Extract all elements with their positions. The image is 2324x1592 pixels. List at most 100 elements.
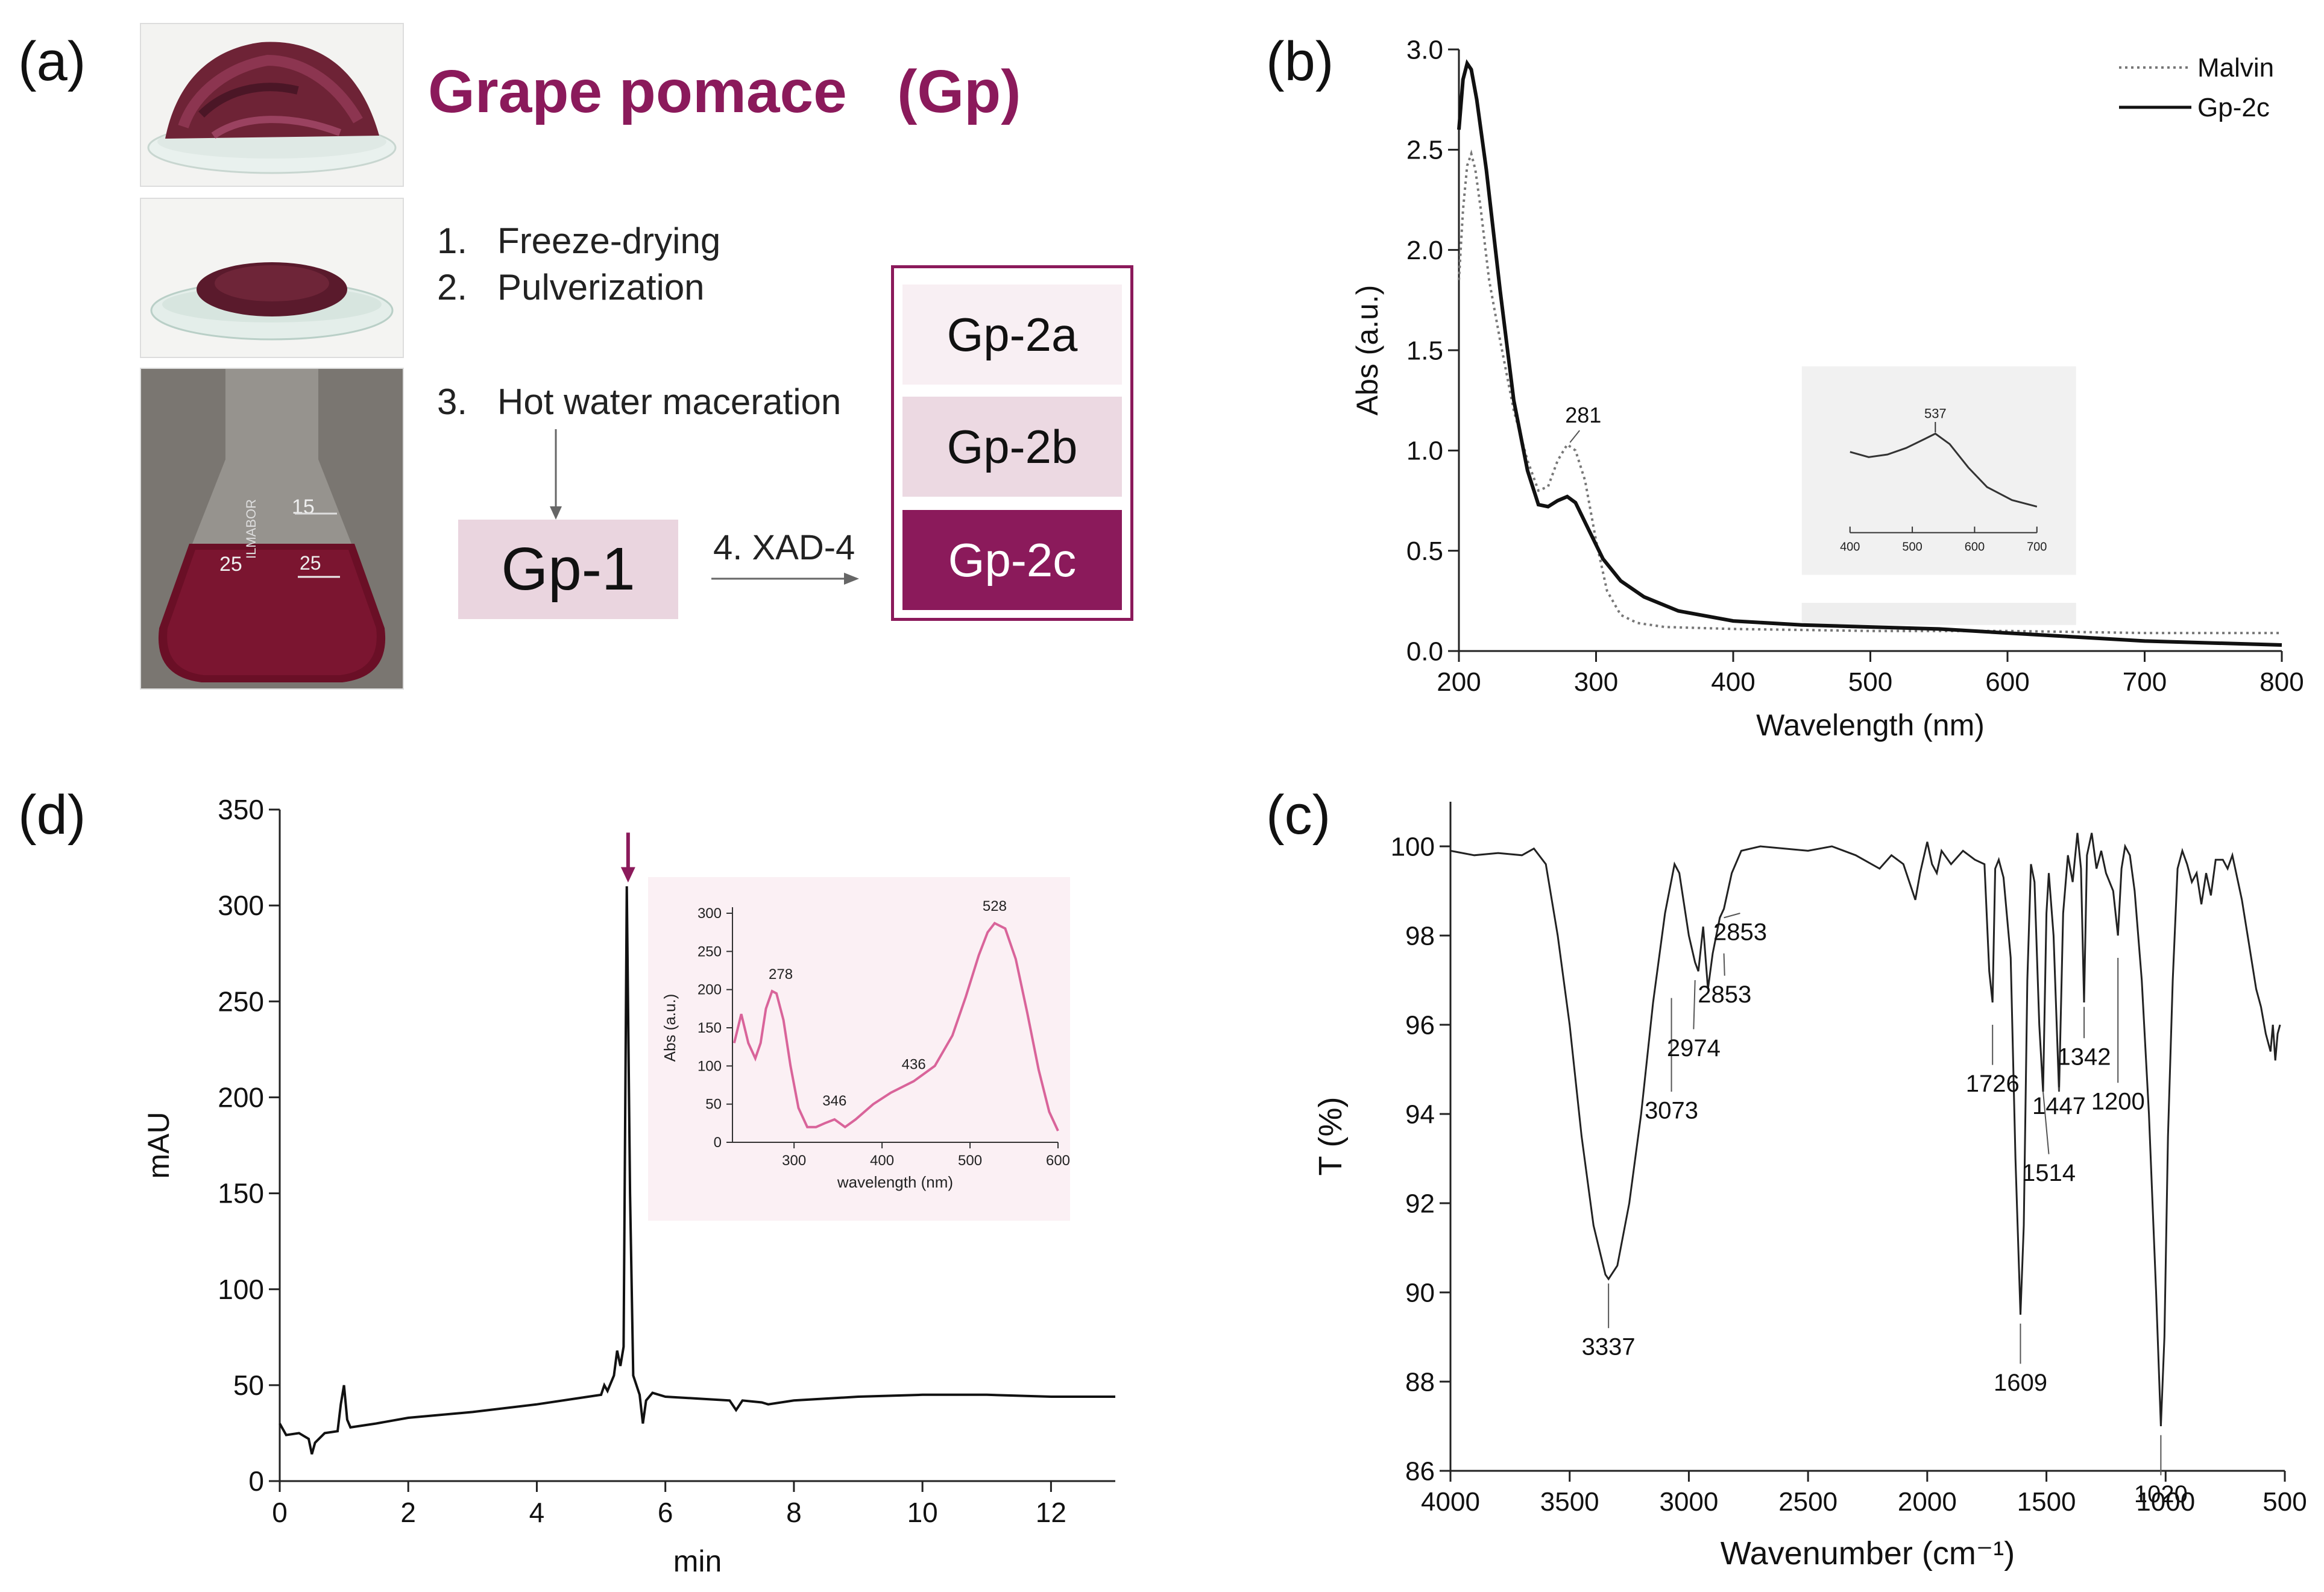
uv-inset-peak-label: 537 — [1924, 406, 1947, 421]
x-tick-label: 800 — [2259, 667, 2304, 697]
hplc-inset-y-tick-label: 0 — [714, 1134, 722, 1151]
y-tick-label: 1.5 — [1406, 336, 1443, 365]
panel-a-arrows — [550, 429, 859, 585]
flask-brand: ILMABOR — [244, 499, 259, 559]
hplc-inset-series — [732, 921, 1059, 1131]
fraction-gp2a: Gp-2a — [902, 285, 1122, 385]
uv-inset-x-tick-label: 500 — [1902, 541, 1922, 554]
fraction-gp2b-label: Gp-2b — [946, 420, 1078, 473]
x-tick-label: 700 — [2123, 667, 2167, 697]
x-tick-label: 4000 — [1421, 1487, 1480, 1517]
hplc-inset-y-tick-label: 100 — [698, 1058, 722, 1074]
y-tick-label: 0 — [248, 1465, 264, 1497]
x-tick-label: 500 — [2263, 1487, 2307, 1517]
malvin-series-line — [1458, 149, 2282, 635]
y-tick-label: 88 — [1405, 1367, 1435, 1397]
step-freeze-drying: 1. Freeze-drying — [437, 221, 721, 261]
uv-inset-series — [1850, 432, 2038, 508]
y-axis-label: T (%) — [1312, 1097, 1349, 1176]
x-tick-label: 2000 — [1898, 1487, 1957, 1517]
y-tick-label: 250 — [218, 986, 264, 1017]
hplc-inset-background — [648, 877, 1070, 1221]
y-tick-label: 3.0 — [1406, 35, 1443, 64]
x-axis-label: Wavelength (nm) — [1756, 708, 1985, 742]
y-tick-label: 2.5 — [1406, 136, 1443, 165]
uv-inset-x-tick-label: 600 — [1965, 541, 1985, 554]
panel-a-letter: (a) — [18, 31, 86, 92]
x-tick-label: 4 — [529, 1497, 545, 1528]
x-tick-label: 300 — [1574, 667, 1618, 697]
grape-pomace-title: Grape pomace (Gp) — [428, 58, 1021, 125]
fraction-gp2b: Gp-2b — [902, 397, 1122, 497]
ftir-peak-label: 1447 — [2032, 1093, 2086, 1119]
y-tick-label: 96 — [1405, 1010, 1435, 1040]
x-axis-label: min — [673, 1544, 722, 1578]
x-tick-label: 0 — [272, 1497, 288, 1528]
ftir-peak-label: 2974 — [1667, 1035, 1721, 1062]
x-axis-label: Wavenumber (cm⁻¹) — [1721, 1535, 2015, 1572]
hplc-inset-peak-label: 528 — [983, 898, 1007, 914]
uv-inset-x-tick-label: 400 — [1840, 541, 1860, 554]
hplc-inset-x-label: wavelength (nm) — [837, 1173, 953, 1191]
ftir-peak-label: 1514 — [2022, 1160, 2076, 1186]
fraction-gp2a-label: Gp-2a — [946, 307, 1078, 361]
gp1-label: Gp-1 — [501, 535, 635, 603]
legend-gp2c-label: Gp-2c — [2197, 93, 2270, 122]
x-tick-label: 12 — [1036, 1497, 1066, 1528]
y-axis-label: Abs (a.u.) — [1350, 285, 1384, 416]
hplc-inset-x-tick-label: 600 — [1046, 1153, 1070, 1169]
annotation-281: 281 — [1565, 403, 1601, 427]
hplc-inset-y-label: Abs (a.u.) — [661, 994, 679, 1062]
hplc-inset-peak-label: 436 — [902, 1056, 926, 1072]
x-tick-label: 2500 — [1778, 1487, 1837, 1517]
ftir-peak-label: 1609 — [1994, 1370, 2047, 1396]
arrow-right-icon — [844, 573, 859, 585]
gp1-box: Gp-1 — [458, 520, 678, 619]
ftir-chart: 4000 3500 3000 2500 2000 1500 1000 500 86 88 90 92 9… — [1312, 802, 2307, 1572]
y-tick-label: 300 — [218, 890, 264, 921]
y-tick-label: 100 — [218, 1274, 264, 1305]
x-tick-label: 1500 — [2017, 1487, 2076, 1517]
hplc-inset-y-tick-label: 150 — [698, 1020, 722, 1036]
chromatogram-line — [279, 886, 1115, 1455]
flask-mark-3: 25 — [300, 552, 321, 574]
ftir-peak-label: 1020 — [2134, 1481, 2188, 1508]
y-tick-label: 98 — [1405, 921, 1435, 951]
step-xad4: 4. XAD-4 — [713, 528, 855, 567]
gp2c-series-line — [1457, 59, 2282, 647]
inset-shadow-band — [1801, 603, 2076, 625]
hplc-inset-y-tick-label: 200 — [698, 982, 722, 998]
ftir-peak-leader — [1693, 980, 1696, 1030]
fractions-frame — [891, 265, 1133, 621]
x-tick-label: 10 — [907, 1497, 938, 1528]
ftir-peak-label: 3337 — [1582, 1334, 1636, 1361]
fraction-gp2c: Gp-2c — [902, 510, 1122, 610]
hplc-inset-x-tick-label: 400 — [870, 1153, 894, 1169]
y-tick-label: 50 — [233, 1370, 264, 1401]
uv-inset-x-tick-label: 700 — [2027, 541, 2047, 554]
x-tick-label: 500 — [1848, 667, 1892, 697]
y-tick-label: 1.0 — [1406, 436, 1443, 466]
x-tick-label: 8 — [786, 1497, 802, 1528]
flask-mark-1: 25 — [219, 553, 242, 576]
legend-malvin-label: Malvin — [2197, 53, 2274, 83]
step-pulverization: 2. Pulverization — [437, 267, 705, 307]
x-tick-label: 600 — [1985, 667, 2029, 697]
y-tick-label: 90 — [1405, 1278, 1435, 1307]
y-tick-label: 150 — [218, 1178, 264, 1209]
y-tick-label: 92 — [1405, 1189, 1435, 1218]
panel-d-letter: (d) — [18, 784, 86, 846]
y-tick-label: 2.0 — [1406, 236, 1443, 265]
hplc-inset-peak-label: 278 — [769, 966, 793, 983]
x-tick-label: 3500 — [1540, 1487, 1599, 1517]
ftir-peak-label: 1200 — [2091, 1089, 2145, 1115]
x-tick-label: 1000 — [2136, 1487, 2195, 1517]
powder-photo-drawing — [150, 262, 394, 341]
y-tick-label: 100 — [1391, 832, 1435, 861]
ftir-peak-label: 2853 — [1698, 981, 1751, 1008]
hplc-inset-y-tick-label: 300 — [698, 905, 722, 922]
ftir-series-line — [1450, 832, 2281, 1427]
peak-arrow-icon — [620, 867, 635, 883]
step-hot-water-maceration: 3. Hot water maceration — [437, 382, 842, 422]
uv-vis-chart: 200 300 400 500 600 700 800 0.0 0.5 1.0 1.5 2.0 2.5 3… — [1350, 35, 2304, 742]
